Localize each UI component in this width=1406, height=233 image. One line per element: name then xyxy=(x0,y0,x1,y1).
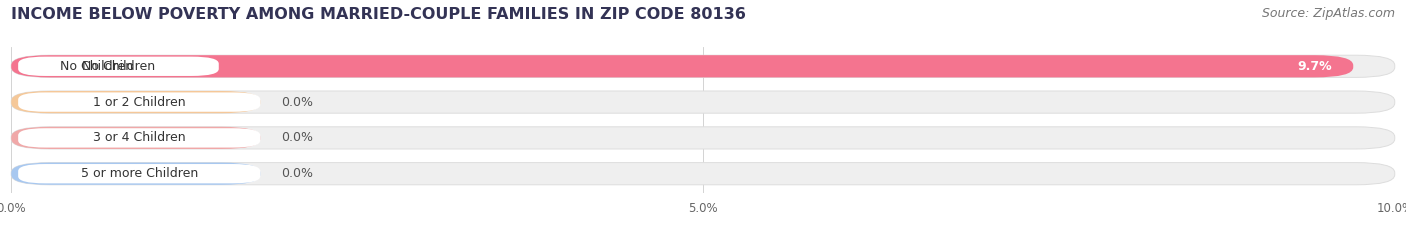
FancyBboxPatch shape xyxy=(11,91,1395,113)
Text: INCOME BELOW POVERTY AMONG MARRIED-COUPLE FAMILIES IN ZIP CODE 80136: INCOME BELOW POVERTY AMONG MARRIED-COUPL… xyxy=(11,7,747,22)
Text: 5 or more Children: 5 or more Children xyxy=(80,167,198,180)
Text: No Children: No Children xyxy=(59,60,132,73)
Text: 1 or 2 Children: 1 or 2 Children xyxy=(93,96,186,109)
Text: 0.0%: 0.0% xyxy=(281,167,314,180)
Text: 3 or 4 Children: 3 or 4 Children xyxy=(93,131,186,144)
Text: 9.7%: 9.7% xyxy=(1298,60,1333,73)
FancyBboxPatch shape xyxy=(18,93,260,112)
Text: Source: ZipAtlas.com: Source: ZipAtlas.com xyxy=(1261,7,1395,20)
Text: 0.0%: 0.0% xyxy=(281,96,314,109)
FancyBboxPatch shape xyxy=(18,57,219,76)
FancyBboxPatch shape xyxy=(11,163,260,185)
FancyBboxPatch shape xyxy=(18,164,260,183)
FancyBboxPatch shape xyxy=(18,128,260,147)
FancyBboxPatch shape xyxy=(11,91,260,113)
FancyBboxPatch shape xyxy=(11,55,1353,77)
FancyBboxPatch shape xyxy=(11,127,260,149)
Text: No Children: No Children xyxy=(82,60,155,73)
Text: 0.0%: 0.0% xyxy=(281,131,314,144)
FancyBboxPatch shape xyxy=(11,55,1395,77)
FancyBboxPatch shape xyxy=(11,163,1395,185)
FancyBboxPatch shape xyxy=(11,127,1395,149)
